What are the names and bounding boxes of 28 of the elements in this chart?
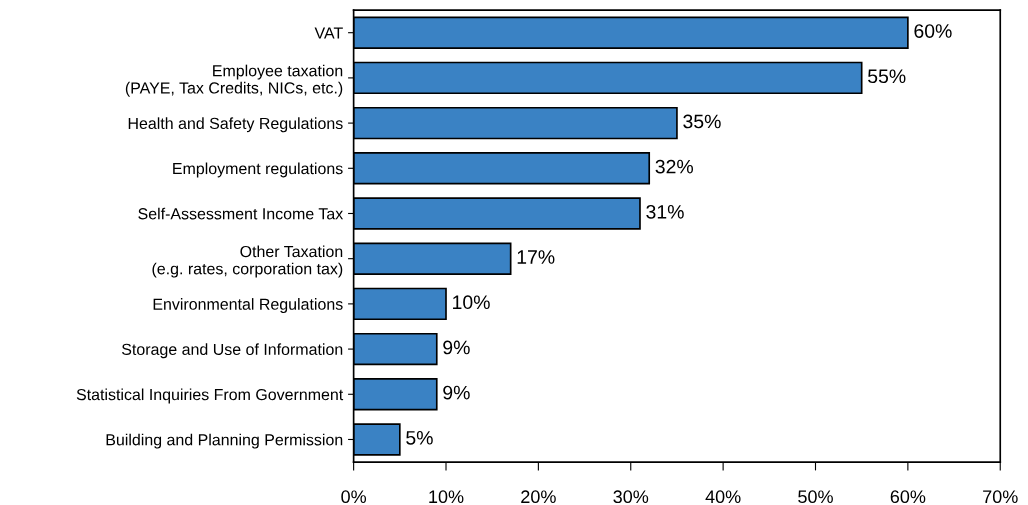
y-tick-label: Other Taxation (e.g. rates, corporation tax) [152, 245, 343, 278]
data-label: 55% [868, 69, 906, 84]
y-tick-label: Environmental Regulations [153, 298, 343, 313]
y-tick-label: VAT [314, 27, 343, 39]
y-tick-label: Health and Safety Regulations [128, 117, 343, 133]
y-tick-label: Self-Assessment Income Tax [138, 207, 344, 220]
data-label: 60% [914, 24, 952, 38]
x-tick-label: 40% [705, 490, 741, 504]
y-tick-label: Storage and Use of Information [121, 343, 343, 359]
data-label: 31% [646, 204, 684, 219]
data-label: 32% [655, 159, 694, 174]
data-label: 5% [406, 431, 433, 445]
data-label: 17% [517, 250, 555, 264]
x-tick-label: 50% [798, 490, 833, 504]
data-label: 9% [443, 385, 470, 400]
y-tick-label: Employee taxation (PAYE, Tax Credits, NICs, etc.) [125, 64, 343, 97]
x-tick-label: 20% [521, 490, 556, 504]
data-label: 35% [683, 114, 721, 129]
x-tick-label: 10% [429, 490, 464, 504]
data-label: 10% [453, 295, 490, 310]
y-tick-label: Employment regulations [173, 162, 343, 178]
x-tick-label: 70% [983, 490, 1018, 504]
y-tick-label: Statistical Inquiries From Government [76, 388, 344, 404]
x-tick-label: 60% [890, 490, 926, 504]
y-tick-label: Building and Planning Permission [106, 433, 343, 449]
x-tick-label: 30% [613, 490, 649, 504]
data-label: 9% [443, 340, 470, 355]
x-tick-label: 0% [341, 490, 367, 504]
